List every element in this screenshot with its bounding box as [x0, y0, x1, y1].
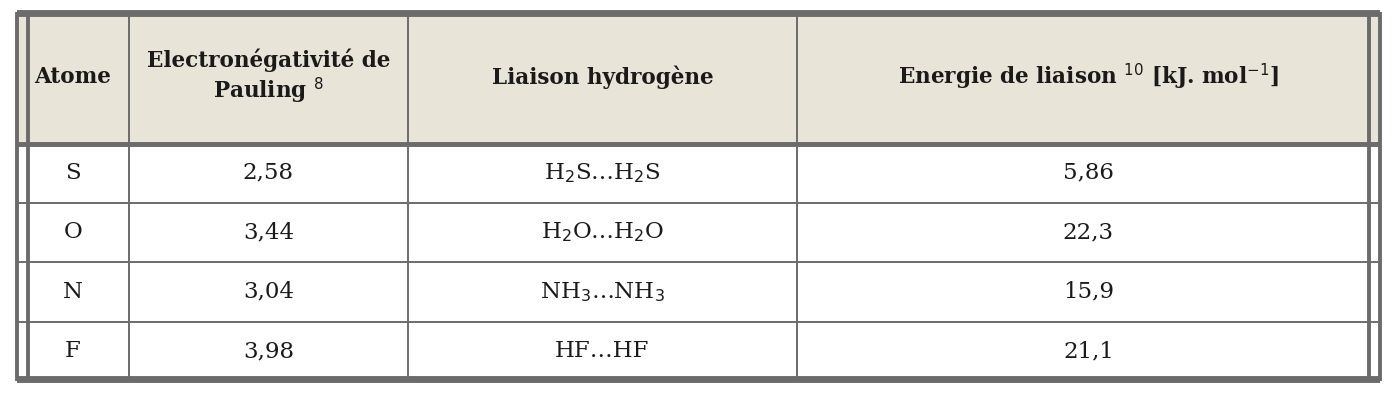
- Bar: [408, 143, 796, 202]
- Bar: [796, 12, 1380, 143]
- Text: S: S: [64, 162, 81, 184]
- Text: HF…HF: HF…HF: [555, 340, 650, 362]
- Text: 15,9: 15,9: [1063, 281, 1113, 303]
- Bar: [408, 12, 796, 143]
- Text: 21,1: 21,1: [1063, 340, 1113, 362]
- Text: 3,44: 3,44: [243, 221, 293, 243]
- Text: H$_{2}$S…H$_{2}$S: H$_{2}$S…H$_{2}$S: [543, 161, 661, 185]
- Bar: [796, 262, 1380, 321]
- Text: 22,3: 22,3: [1063, 221, 1113, 243]
- Bar: [129, 202, 408, 262]
- Bar: [17, 143, 129, 202]
- Bar: [796, 202, 1380, 262]
- Bar: [408, 262, 796, 321]
- Text: Liaison hydrogène: Liaison hydrogène: [492, 66, 714, 89]
- Text: Energie de liaison $^{10}$ [kJ. mol$^{-1}$]: Energie de liaison $^{10}$ [kJ. mol$^{-1…: [898, 62, 1278, 92]
- Text: 3,98: 3,98: [243, 340, 293, 362]
- Bar: [17, 321, 129, 381]
- Bar: [129, 143, 408, 202]
- Text: NH$_{3}$…NH$_{3}$: NH$_{3}$…NH$_{3}$: [541, 280, 665, 304]
- Bar: [17, 262, 129, 321]
- Text: 2,58: 2,58: [243, 162, 293, 184]
- Text: Atome: Atome: [35, 66, 112, 88]
- Text: H$_{2}$O…H$_{2}$O: H$_{2}$O…H$_{2}$O: [541, 220, 664, 244]
- Text: 5,86: 5,86: [1063, 162, 1113, 184]
- Text: N: N: [63, 281, 82, 303]
- Bar: [129, 321, 408, 381]
- Bar: [129, 262, 408, 321]
- Bar: [17, 12, 129, 143]
- Bar: [408, 202, 796, 262]
- Bar: [796, 321, 1380, 381]
- Bar: [17, 202, 129, 262]
- Bar: [408, 321, 796, 381]
- Text: 3,04: 3,04: [243, 281, 293, 303]
- Text: O: O: [63, 221, 82, 243]
- Text: F: F: [64, 340, 81, 362]
- Bar: [796, 143, 1380, 202]
- Text: Electronégativité de
Pauling $^{8}$: Electronégativité de Pauling $^{8}$: [147, 48, 390, 107]
- Bar: [129, 12, 408, 143]
